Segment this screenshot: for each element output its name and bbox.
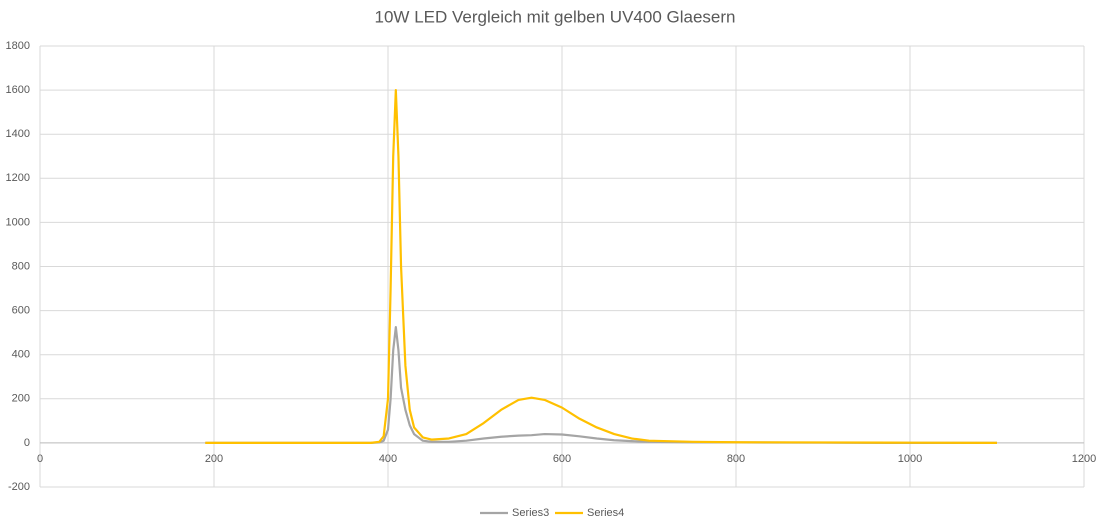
y-tick-label: 400: [12, 349, 30, 361]
y-tick-label: 0: [24, 437, 30, 449]
legend-label: Series4: [587, 507, 624, 519]
chart-title: 10W LED Vergleich mit gelben UV400 Glaes…: [375, 7, 736, 26]
x-tick-label: 1200: [1072, 453, 1096, 465]
x-tick-label: 0: [37, 453, 43, 465]
series-line: [205, 89, 998, 444]
y-tick-label: 600: [12, 305, 30, 317]
y-tick-label: 800: [12, 260, 30, 272]
x-tick-label: 600: [553, 453, 571, 465]
y-tick-label: 1400: [6, 128, 30, 140]
y-tick-label: 200: [12, 393, 30, 405]
x-tick-label: 200: [205, 453, 223, 465]
series-line: [205, 326, 997, 444]
x-tick-label: 400: [379, 453, 397, 465]
x-tick-label: 800: [727, 453, 745, 465]
legend-label: Series3: [512, 507, 549, 519]
y-tick-label: 1800: [6, 40, 30, 52]
y-tick-label: 1200: [6, 172, 30, 184]
x-tick-label: 1000: [898, 453, 922, 465]
y-tick-label: 1000: [6, 216, 30, 228]
y-tick-label: 1600: [6, 84, 30, 96]
y-tick-label: -200: [8, 481, 30, 493]
